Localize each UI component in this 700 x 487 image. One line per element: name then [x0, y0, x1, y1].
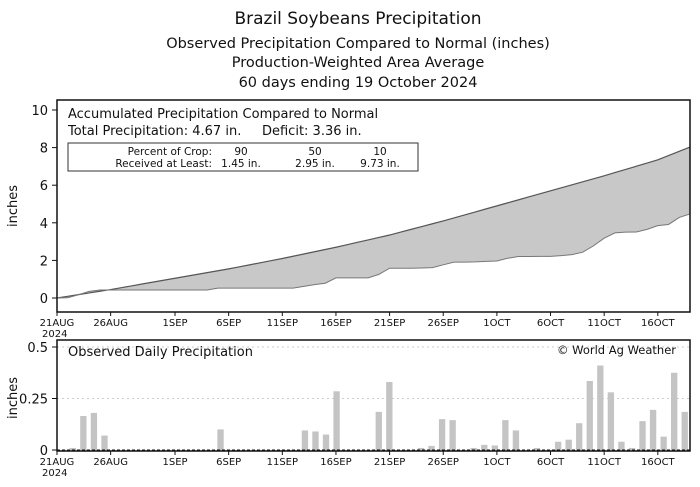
bottom-x-tick-label: 11SEP	[267, 457, 298, 468]
chart-title: Brazil Soybeans Precipitation	[234, 9, 481, 29]
daily-bar	[69, 447, 76, 450]
crop-table-row2-v1: 1.45 in.	[221, 158, 261, 170]
y-tick-label: 0	[40, 444, 48, 459]
daily-bar	[301, 430, 309, 450]
daily-bar	[660, 436, 667, 450]
daily-bar	[554, 441, 562, 450]
y-tick-label: 0.25	[19, 393, 48, 408]
crop-table-row2-v3: 9.73 in.	[360, 158, 400, 170]
top-x-tick-label: 21AUG	[40, 318, 75, 329]
copyright-credit: © World Ag Weather	[557, 343, 676, 357]
daily-bar	[375, 411, 382, 450]
deficit-area	[57, 147, 690, 298]
bottom-x-tick-label: 11OCT	[587, 457, 622, 468]
daily-bar	[586, 380, 593, 450]
daily-bar	[607, 392, 615, 450]
daily-bar	[671, 372, 678, 450]
y-tick-label: 0.5	[27, 341, 48, 356]
top-plot-frame	[56, 99, 691, 313]
top-x-tick-label: 6OCT	[537, 318, 565, 329]
bottom-x-tick-label: 21SEP	[374, 457, 405, 468]
daily-bar	[333, 391, 340, 450]
y-tick-label: 4	[40, 217, 48, 232]
crop-table-row2-v2: 2.95 in.	[295, 158, 335, 170]
daily-bar	[618, 441, 625, 450]
daily-bar	[90, 412, 98, 450]
crop-percent-table	[67, 142, 419, 172]
daily-bar	[470, 447, 477, 450]
bottom-x-tick-label: 16OCT	[641, 457, 676, 468]
crop-table-row1-label: Percent of Crop:	[128, 146, 212, 158]
top-x-tick-label: 11OCT	[587, 318, 622, 329]
daily-bar	[502, 420, 509, 450]
y-tick-label: 8	[40, 142, 48, 157]
daily-bar	[481, 444, 488, 450]
y-tick-label: 0	[40, 292, 48, 307]
top-x-tick-label: 21SEP	[374, 318, 405, 329]
daily-bar	[512, 430, 520, 450]
daily-bar	[533, 447, 541, 450]
top-x-tick-label: 1OCT	[483, 318, 511, 329]
daily-bar	[386, 382, 393, 450]
observed-accumulation-line	[56, 213, 691, 299]
chart-subtitle-3: 60 days ending 19 October 2024	[239, 75, 478, 91]
y-tick-label: 10	[31, 104, 48, 119]
top-x-tick-label: 26SEP	[428, 318, 459, 329]
daily-bar	[491, 445, 498, 450]
top-panel-title: Accumulated Precipitation Compared to No…	[68, 107, 378, 122]
daily-bar	[649, 409, 657, 450]
daily-bar	[101, 435, 108, 450]
bottom-plot-frame	[56, 339, 691, 452]
bottom-y-axis-label: inches	[6, 377, 21, 419]
top-x-tick-label: 11SEP	[267, 318, 298, 329]
bottom-x-tick-label: 26AUG	[93, 457, 128, 468]
top-x-tick-label: 16OCT	[641, 318, 676, 329]
daily-bar	[322, 434, 330, 450]
top-x-tick-label: 1SEP	[162, 318, 187, 329]
bottom-x-tick-label: 1OCT	[483, 457, 511, 468]
y-tick-label: 6	[40, 179, 48, 194]
daily-bar	[217, 429, 224, 450]
bottom-x-tick-label: 16SEP	[320, 457, 351, 468]
top-panel-summary: Total Precipitation: 4.67 in. Deficit: 3…	[67, 124, 362, 139]
top-x-tick-label: 6SEP	[216, 318, 241, 329]
daily-bar	[628, 447, 636, 450]
y-tick-label: 2	[40, 254, 48, 269]
x-year-label: 2024	[42, 468, 67, 479]
crop-table-row2-label: Received at Least:	[115, 158, 212, 170]
chart-subtitle-1: Observed Precipitation Compared to Norma…	[166, 36, 550, 52]
daily-bar	[417, 447, 425, 450]
bottom-x-tick-label: 6OCT	[537, 457, 565, 468]
daily-bar	[597, 365, 604, 450]
daily-bar	[80, 416, 87, 450]
accumulated-panel: 0 2 4 6 8 10 21AUG 26AUG 1SEP 6SEP 11SEP 16SEP 21SEP…	[31, 104, 691, 340]
bottom-x-tick-label: 26SEP	[428, 457, 459, 468]
normal-accumulation-line	[56, 146, 691, 299]
top-x-tick-label: 26AUG	[93, 318, 128, 329]
daily-bar	[428, 445, 435, 450]
chart-subtitle-2: Production-Weighted Area Average	[232, 55, 485, 71]
daily-bar	[312, 431, 319, 450]
bottom-x-tick-label: 1SEP	[162, 457, 187, 468]
daily-bar	[565, 439, 572, 450]
crop-table-row1-v1: 90	[234, 146, 247, 158]
daily-panel: 0 0.25 0.5 21AUG 26AUG 1SEP 6SEP 11SEP 16SEP 21SE…	[19, 341, 690, 479]
crop-table-row1-v2: 50	[308, 146, 321, 158]
top-x-tick-label: 16SEP	[320, 318, 351, 329]
bottom-panel-title: Observed Daily Precipitation	[68, 345, 253, 360]
bottom-x-tick-label: 21AUG	[40, 457, 75, 468]
daily-bar	[576, 423, 583, 450]
daily-bar	[681, 411, 688, 450]
bottom-x-tick-label: 6SEP	[216, 457, 241, 468]
daily-bar	[438, 419, 446, 450]
daily-bar	[639, 421, 646, 450]
x-year-label: 2024	[42, 329, 67, 340]
top-y-axis-label: inches	[6, 185, 21, 227]
daily-bar	[449, 420, 456, 450]
crop-table-row1-v3: 10	[373, 146, 386, 158]
